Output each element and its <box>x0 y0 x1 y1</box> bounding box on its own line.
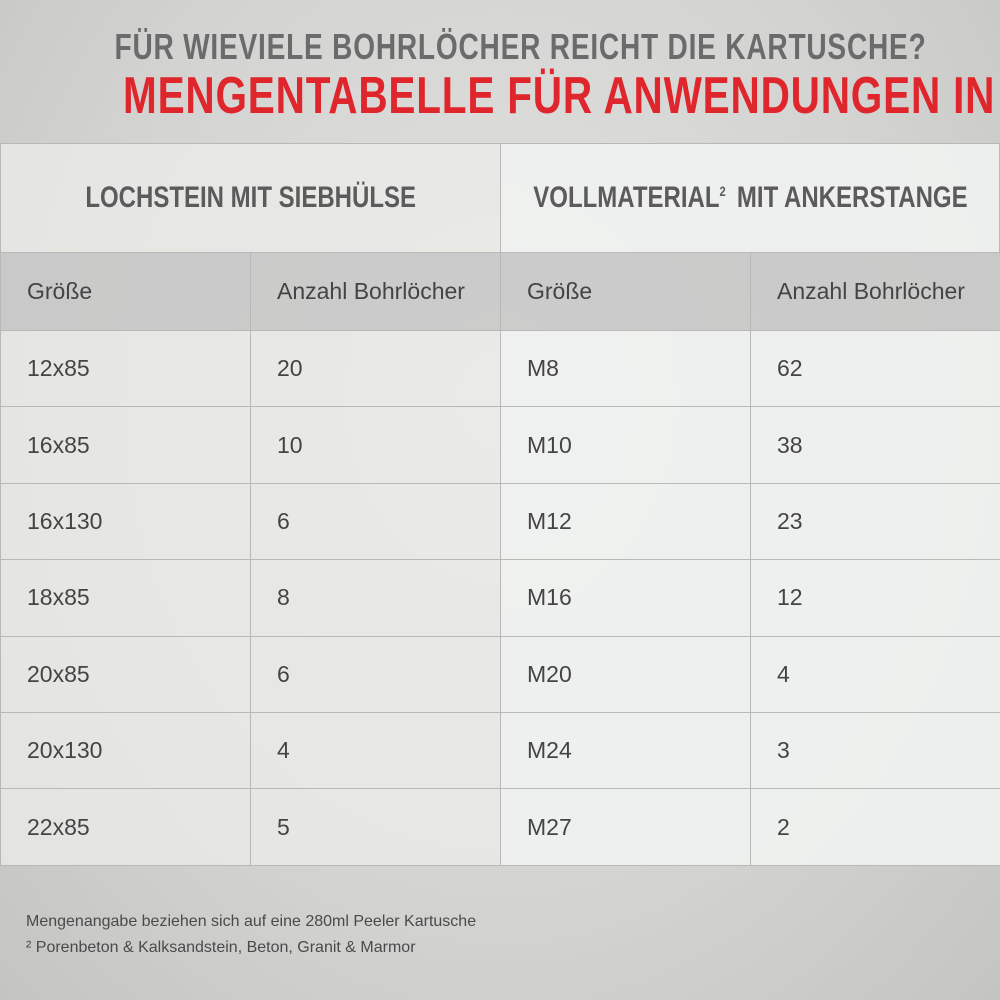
table-cell: 38 <box>750 406 1000 484</box>
table-cell: 3 <box>750 712 1000 790</box>
table-cell: 18x85 <box>0 559 251 637</box>
group-label-rest: MIT ANKERSTANGE <box>736 181 968 214</box>
table-cell: 8 <box>250 559 501 637</box>
table-cell: 2 <box>750 788 1000 866</box>
table-cell: M12 <box>500 482 751 561</box>
column-header: Anzahl Bohrlöcher <box>750 252 1000 331</box>
group-label: LOCHSTEIN MIT SIEBHÜLSE <box>85 181 416 214</box>
group-header: LOCHSTEIN MIT SIEBHÜLSE <box>0 143 501 253</box>
table-cell: 4 <box>250 712 501 790</box>
title-text: FÜR WIEVIELE BOHRLÖCHER REICHT DIE KARTU… <box>114 26 927 67</box>
table-cell: 16x130 <box>0 482 251 561</box>
table-cell: M8 <box>500 330 751 408</box>
table-cell: M16 <box>500 559 751 637</box>
footnote: ² Porenbeton & Kalksandstein, Beton, Gra… <box>26 939 416 956</box>
table-cell: M10 <box>500 406 751 484</box>
column-header: Anzahl Bohrlöcher <box>250 252 501 331</box>
table-cell: 6 <box>250 635 501 713</box>
table-cell: 62 <box>750 330 1000 408</box>
column-header: Größe <box>0 252 251 331</box>
group-label: VOLLMATERIAL2 MIT ANKERSTANGE <box>533 181 967 215</box>
table-cell: 16x85 <box>0 406 251 484</box>
table-cell: 10 <box>250 406 501 484</box>
subtitle: MENGENTABELLE FÜR ANWENDUNGEN IN <box>0 66 1000 126</box>
column-header: Größe <box>500 252 751 331</box>
group-header: VOLLMATERIAL2 MIT ANKERSTANGE <box>500 143 1000 253</box>
table-cell: M27 <box>500 788 751 866</box>
table-cell: M20 <box>500 635 751 713</box>
table-cell: 6 <box>250 482 501 561</box>
table-cell: 23 <box>750 482 1000 561</box>
table-cell: 20x130 <box>0 712 251 790</box>
table-cell: 20 <box>250 330 501 408</box>
table-cell: 5 <box>250 788 501 866</box>
table-cell: 22x85 <box>0 788 251 866</box>
table-cell: 4 <box>750 635 1000 713</box>
table-cell: 12 <box>750 559 1000 637</box>
group-label-main: VOLLMATERIAL <box>532 181 720 214</box>
subtitle-text: MENGENTABELLE FÜR ANWENDUNGEN IN <box>123 67 996 125</box>
table-cell: M24 <box>500 712 751 790</box>
footnote: Mengenangabe beziehen sich auf eine 280m… <box>26 913 477 930</box>
table-cell: 12x85 <box>0 330 251 408</box>
table-cell: 20x85 <box>0 635 251 713</box>
superscript: 2 <box>719 183 726 199</box>
title: FÜR WIEVIELE BOHRLÖCHER REICHT DIE KARTU… <box>0 26 1000 68</box>
